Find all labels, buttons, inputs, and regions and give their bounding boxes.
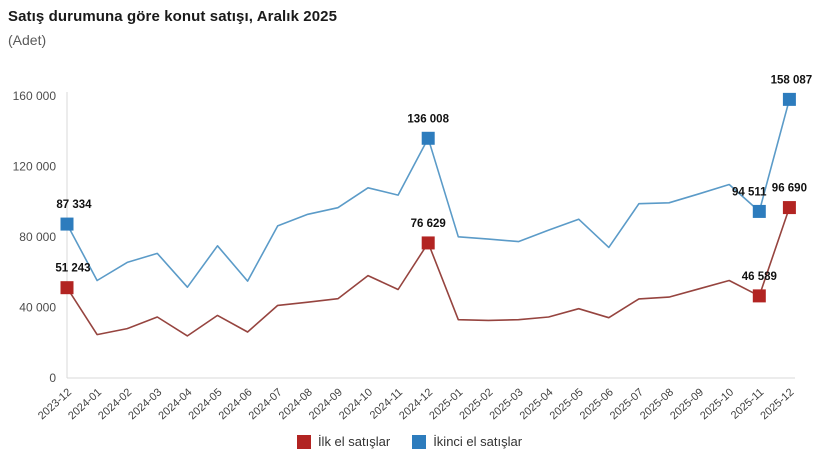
data-point-marker <box>752 289 766 303</box>
data-point-marker <box>421 236 435 250</box>
legend-item-second-hand: İkinci el satışlar <box>412 434 522 449</box>
second-hand-legend-label: İkinci el satışlar <box>433 434 523 449</box>
data-point-marker <box>782 201 796 215</box>
data-point-label: 51 243 <box>55 263 90 275</box>
chart-title: Satış durumuna göre konut satışı, Aralık… <box>8 8 338 25</box>
chart-legend: İlk el satışlar İkinci el satışlar <box>0 434 819 449</box>
x-tick-label: 2025-10 <box>698 386 736 422</box>
data-point-marker <box>60 281 74 295</box>
data-point-marker <box>782 92 796 106</box>
chart-header: Satış durumuna göre konut satışı, Aralık… <box>8 8 337 48</box>
data-point-label: 46 589 <box>742 271 777 283</box>
x-tick-label: 2024-10 <box>337 386 375 422</box>
y-tick-label: 40 000 <box>19 301 56 315</box>
y-tick-label: 80 000 <box>19 230 56 244</box>
data-point-label: 87 334 <box>56 199 92 211</box>
data-point-marker <box>752 204 766 218</box>
data-point-label: 158 087 <box>771 74 813 86</box>
x-tick-label: 2025-12 <box>758 386 796 422</box>
chart-unit-label: (Adet) <box>8 32 47 48</box>
y-tick-label: 160 000 <box>13 89 57 103</box>
first-hand-legend-label: İlk el satışlar <box>317 434 391 449</box>
y-tick-label: 0 <box>49 371 56 385</box>
y-tick-label: 120 000 <box>13 160 57 174</box>
data-point-marker <box>421 131 435 145</box>
legend-item-first-hand: İlk el satışlar <box>296 434 391 449</box>
data-point-marker <box>60 217 74 231</box>
series-line <box>66 99 791 289</box>
first-hand-legend-swatch <box>296 434 311 449</box>
data-point-label: 76 629 <box>411 218 446 230</box>
second-hand-legend-swatch <box>412 434 427 449</box>
data-point-label: 96 690 <box>772 183 807 195</box>
data-point-label: 94 511 <box>732 186 767 198</box>
data-point-label: 136 008 <box>407 113 449 125</box>
